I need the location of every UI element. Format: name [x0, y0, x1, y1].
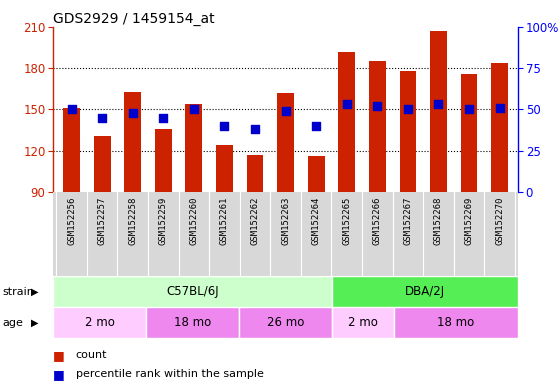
Bar: [332, 276, 518, 307]
Text: percentile rank within the sample: percentile rank within the sample: [76, 369, 263, 379]
Bar: [461, 74, 478, 192]
Bar: [277, 93, 294, 192]
Text: ▶: ▶: [31, 287, 38, 297]
Point: [67, 106, 76, 113]
Text: GSM152259: GSM152259: [159, 196, 168, 245]
Bar: [491, 63, 508, 192]
Bar: [53, 307, 146, 338]
Bar: [53, 276, 332, 307]
Point: [281, 108, 290, 114]
Point: [220, 123, 229, 129]
Text: ■: ■: [53, 349, 65, 362]
Bar: [239, 307, 332, 338]
Text: 2 mo: 2 mo: [348, 316, 378, 329]
Text: age: age: [3, 318, 24, 328]
Text: 18 mo: 18 mo: [437, 316, 475, 329]
Text: GSM152257: GSM152257: [97, 196, 106, 245]
Bar: [124, 91, 141, 192]
Text: GDS2929 / 1459154_at: GDS2929 / 1459154_at: [53, 12, 215, 26]
Point: [312, 123, 321, 129]
Text: GSM152256: GSM152256: [67, 196, 76, 245]
Text: GSM152262: GSM152262: [250, 196, 259, 245]
Text: 26 mo: 26 mo: [267, 316, 304, 329]
Bar: [430, 31, 447, 192]
Text: GSM152258: GSM152258: [128, 196, 137, 245]
Text: GSM152266: GSM152266: [373, 196, 382, 245]
Bar: [399, 71, 416, 192]
Text: GSM152270: GSM152270: [495, 196, 504, 245]
Bar: [94, 136, 110, 192]
Text: ▶: ▶: [31, 318, 38, 328]
Bar: [394, 307, 518, 338]
Text: GSM152265: GSM152265: [342, 196, 351, 245]
Point: [495, 105, 504, 111]
Text: GSM152264: GSM152264: [312, 196, 321, 245]
Point: [373, 103, 382, 109]
Bar: [332, 307, 394, 338]
Point: [250, 126, 259, 132]
Point: [128, 110, 137, 116]
Bar: [369, 61, 386, 192]
Point: [403, 106, 412, 113]
Bar: [185, 104, 202, 192]
Text: 2 mo: 2 mo: [85, 316, 115, 329]
Point: [189, 106, 198, 113]
Text: GSM152263: GSM152263: [281, 196, 290, 245]
Text: count: count: [76, 350, 107, 360]
Text: strain: strain: [3, 287, 35, 297]
Point: [342, 101, 351, 108]
Point: [97, 115, 106, 121]
Text: GSM152267: GSM152267: [403, 196, 412, 245]
Point: [434, 101, 443, 108]
Bar: [216, 145, 233, 192]
Bar: [155, 129, 172, 192]
Text: GSM152269: GSM152269: [465, 196, 474, 245]
Bar: [146, 307, 239, 338]
Point: [465, 106, 474, 113]
Text: C57BL/6J: C57BL/6J: [166, 285, 219, 298]
Bar: [338, 52, 355, 192]
Bar: [63, 108, 80, 192]
Text: GSM152261: GSM152261: [220, 196, 229, 245]
Text: GSM152268: GSM152268: [434, 196, 443, 245]
Point: [159, 115, 168, 121]
Text: DBA/2J: DBA/2J: [405, 285, 445, 298]
Bar: [308, 156, 325, 192]
Text: GSM152260: GSM152260: [189, 196, 198, 245]
Text: 18 mo: 18 mo: [174, 316, 211, 329]
Bar: [246, 155, 263, 192]
Text: ■: ■: [53, 368, 65, 381]
